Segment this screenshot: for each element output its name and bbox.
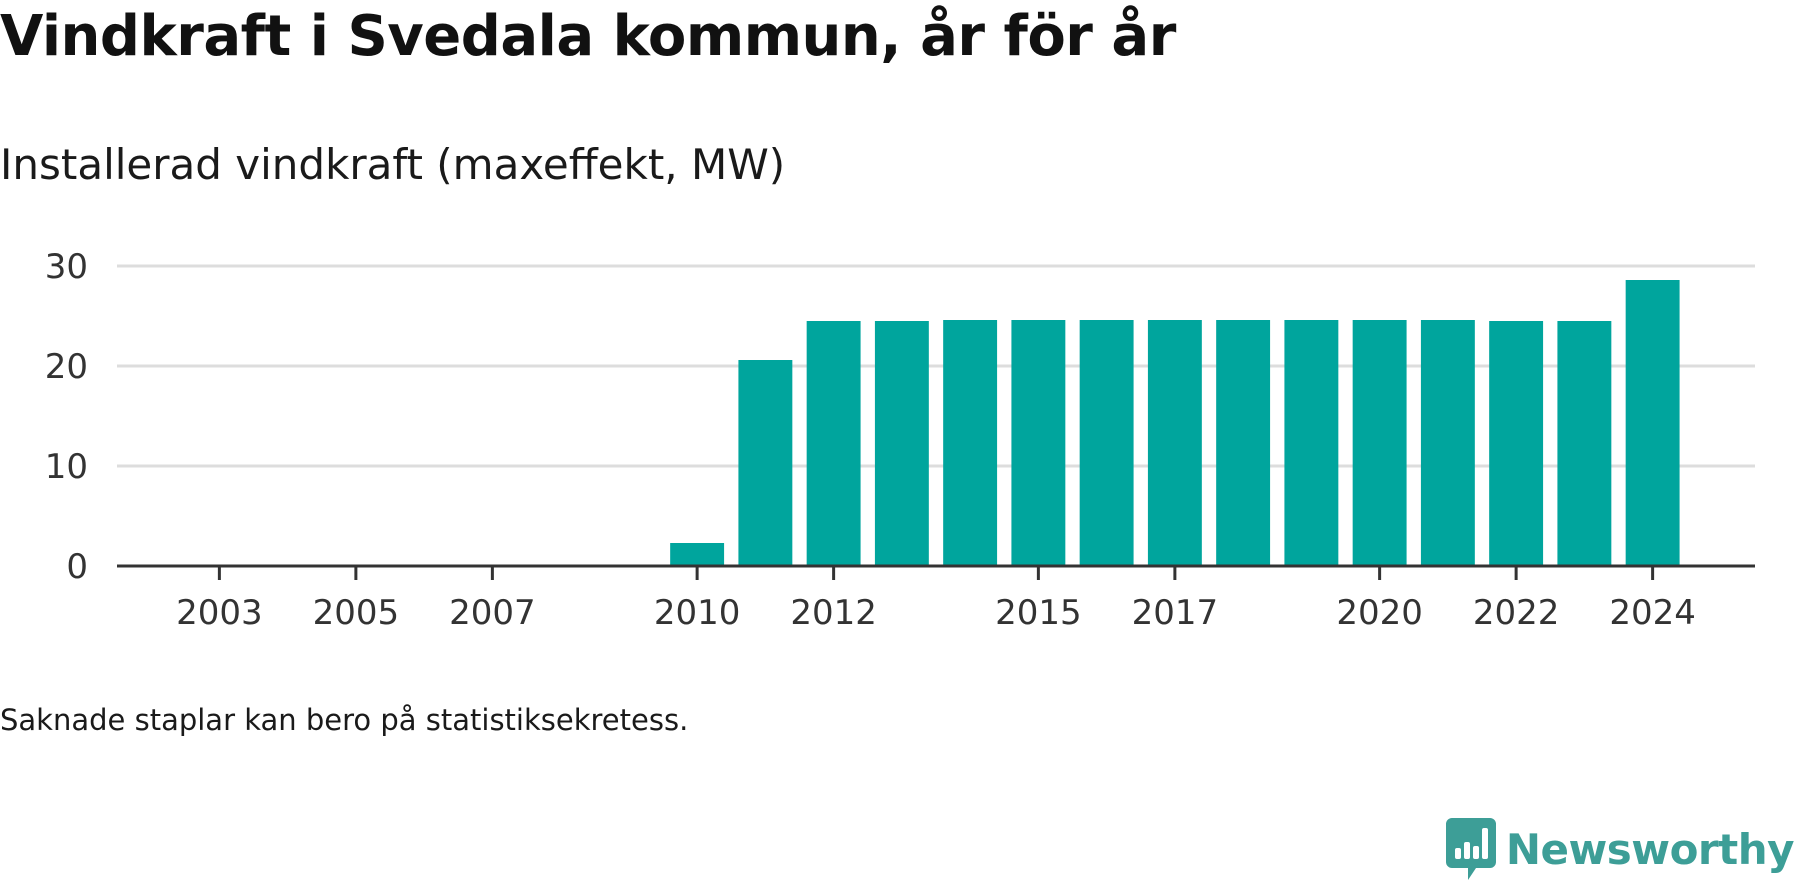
bar-2020 (1352, 320, 1407, 566)
brand-logo[interactable]: Newsworthy (1445, 818, 1795, 880)
x-tick-label: 2007 (449, 593, 536, 633)
bar-2015 (1011, 320, 1066, 566)
bar-chart: 0 10 20 30 2003 2005 2007 2010 2012 2015 2017 2020 2… (45, 247, 1755, 633)
bar-2019 (1284, 320, 1339, 566)
brand-name: Newsworthy (1505, 824, 1795, 874)
bar-2011 (738, 360, 793, 566)
bar-2022 (1489, 321, 1544, 566)
bar-2021 (1420, 320, 1475, 566)
y-tick-label: 10 (45, 447, 88, 487)
x-tick-label: 2005 (313, 593, 400, 633)
bar-2014 (943, 320, 998, 566)
x-tick-label: 2022 (1473, 593, 1560, 633)
x-tick-label: 2017 (1132, 593, 1219, 633)
chart-subtitle: Installerad vindkraft (maxeffekt, MW) (0, 140, 786, 189)
x-tick-label: 2020 (1336, 593, 1423, 633)
bar-2013 (874, 321, 929, 566)
bar-2023 (1557, 321, 1612, 566)
bars (670, 280, 1680, 566)
bar-2010 (670, 543, 725, 566)
x-tick-label: 2024 (1609, 593, 1696, 633)
x-tick-label: 2010 (654, 593, 741, 633)
bar-2012 (806, 321, 861, 566)
x-tick-label: 2003 (176, 593, 263, 633)
axes: 0 10 20 30 2003 2005 2007 2010 2012 2015 2017 2020 2… (45, 247, 1755, 633)
bar-2017 (1147, 320, 1202, 566)
chart-title: Vindkraft i Svedala kommun, år för år (0, 4, 1176, 69)
bar-2016 (1079, 320, 1134, 566)
bar-2018 (1216, 320, 1271, 566)
y-tick-label: 20 (45, 347, 88, 387)
newsworthy-logo-icon (1445, 818, 1496, 880)
x-tick-label: 2015 (995, 593, 1082, 633)
footnote: Saknade staplar kan bero på statistiksek… (0, 703, 689, 737)
gridlines (117, 264, 1755, 468)
x-tick-label: 2012 (790, 593, 877, 633)
y-tick-label: 0 (66, 547, 88, 587)
bar-2024 (1625, 280, 1680, 566)
y-tick-label: 30 (45, 247, 88, 287)
